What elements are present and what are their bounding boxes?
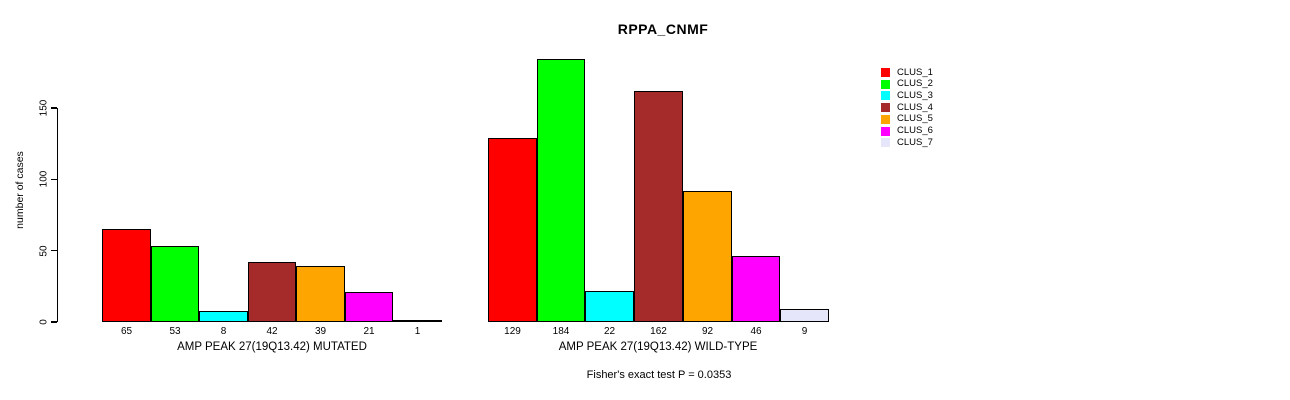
bar-value-label: 92 xyxy=(701,326,714,337)
bar-value-label: 21 xyxy=(363,326,375,337)
legend-label: CLUS_5 xyxy=(897,113,933,125)
bar-value-label: 162 xyxy=(650,326,667,337)
legend-label: CLUS_1 xyxy=(897,66,933,78)
bar-clus_4 xyxy=(634,90,683,322)
bar-value-label: 9 xyxy=(801,326,808,337)
bar-value-label: 184 xyxy=(552,326,570,337)
bar-clus_6 xyxy=(732,256,780,322)
legend-swatch-clus_5 xyxy=(881,114,890,124)
bar-clus_1 xyxy=(102,229,151,322)
y-axis-tick xyxy=(50,249,57,252)
legend-swatch-clus_1 xyxy=(881,68,890,77)
y-axis-tick-label: 50 xyxy=(38,245,50,257)
bar-value-label: 46 xyxy=(750,326,762,337)
y-axis-line xyxy=(56,108,58,322)
bar-value-label: 42 xyxy=(266,326,278,337)
x-axis-label-mutated: AMP PEAK 27(19Q13.42) MUTATED xyxy=(177,341,367,353)
bar-clus_3 xyxy=(585,290,634,322)
bar-value-label: 1 xyxy=(414,326,421,337)
legend-label: CLUS_2 xyxy=(897,78,933,90)
legend-label: CLUS_3 xyxy=(897,89,933,101)
legend-label: CLUS_4 xyxy=(897,101,933,113)
bar-clus_1 xyxy=(488,137,537,322)
bar-value-label: 8 xyxy=(220,326,227,337)
y-axis-tick xyxy=(50,107,57,109)
chart-title: RPPA_CNMF xyxy=(617,21,709,37)
bar-clus_2 xyxy=(151,246,199,322)
y-axis-tick-label: 100 xyxy=(38,170,50,188)
bar-value-label: 129 xyxy=(504,326,521,337)
legend-swatch-clus_3 xyxy=(881,91,890,101)
bar-clus_4 xyxy=(248,262,296,322)
fisher-test-annotation: Fisher's exact test P = 0.0353 xyxy=(586,369,732,381)
bar-clus_6 xyxy=(345,292,393,322)
bar-clus_3 xyxy=(199,310,248,322)
bar-clus_2 xyxy=(537,59,585,322)
y-axis-tick-label: 150 xyxy=(38,99,50,117)
bar-value-label: 39 xyxy=(314,326,327,337)
y-axis-tick-label: 0 xyxy=(38,319,50,325)
bar-value-label: 22 xyxy=(603,326,616,337)
legend-swatch-clus_4 xyxy=(881,103,890,113)
bar-clus_7 xyxy=(393,320,442,322)
bar-clus_7 xyxy=(780,309,829,322)
bar-clus_5 xyxy=(683,190,732,322)
x-axis-label-wild-type: AMP PEAK 27(19Q13.42) WILD-TYPE xyxy=(558,341,758,353)
legend-label: CLUS_7 xyxy=(897,136,933,148)
legend-swatch-clus_6 xyxy=(881,126,890,136)
legend-label: CLUS_6 xyxy=(897,125,933,136)
legend-swatch-clus_2 xyxy=(881,79,890,89)
y-axis-title: number of cases xyxy=(14,151,26,229)
y-axis-tick xyxy=(50,321,57,323)
bar-clus_5 xyxy=(296,266,345,322)
bar-value-label: 53 xyxy=(169,326,181,337)
legend-swatch-clus_7 xyxy=(881,138,890,148)
y-axis-tick xyxy=(50,178,57,181)
bar-value-label: 65 xyxy=(120,326,133,337)
